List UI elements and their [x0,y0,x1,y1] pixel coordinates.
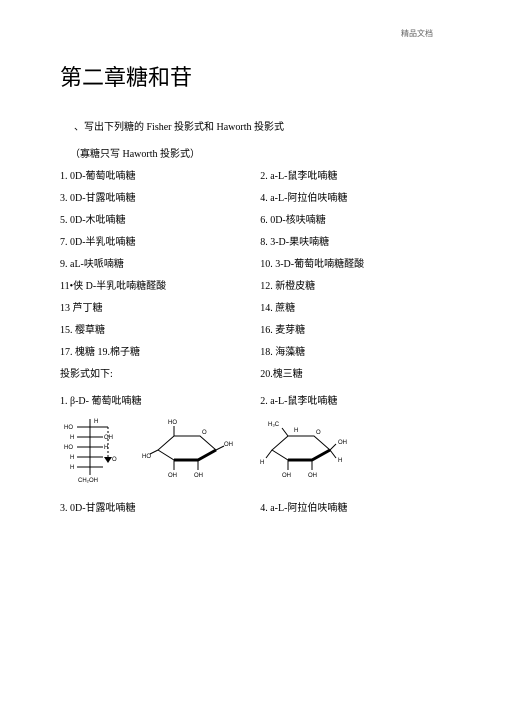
answer-label: 1. β-D- 葡萄吡喃糖 [60,392,260,407]
question-list: 1. 0D-葡萄吡喃糖 2. a-L-鼠李吡喃糖 3. 0D-甘露吡喃糖 4. … [60,172,445,370]
projection-label: 投影式如下: [60,370,260,380]
svg-text:H: H [260,460,264,466]
instruction-line: 、写出下列糖的 Fisher 投影式和 Haworth 投影式 [60,118,445,133]
watermark-text: 精品文档 [401,28,433,39]
answer-row: 1. β-D- 葡萄吡喃糖 2. a-L-鼠李吡喃糖 [60,392,445,407]
list-item: 9. aL-呋哌喃糖 [60,260,260,270]
svg-text:H: H [338,458,342,464]
svg-text:O: O [202,430,207,436]
page-content: 第二章糖和苷 、写出下列糖的 Fisher 投影式和 Haworth 投影式 （… [0,0,505,554]
svg-text:HO: HO [142,454,151,460]
haworth-pyranose-icon: HO O OH HO OH OH [140,416,236,482]
haworth-rhamnose-icon: H₃C O H OH H H OH OH [254,416,350,482]
svg-text:H: H [70,465,74,471]
list-item: 3. 0D-甘露吡喃糖 [60,194,260,204]
svg-text:O: O [316,430,321,436]
svg-text:OH: OH [194,473,203,479]
list-item: 4. a-L-阿拉伯呋喃糖 [260,194,445,204]
list-item: 1. 0D-葡萄吡喃糖 [60,172,260,182]
chapter-title: 第二章糖和苷 [60,60,445,92]
svg-text:OH: OH [168,473,177,479]
fischer-projection-icon: HOH HOH HOH HO H CH₂OH [60,413,122,485]
svg-text:OH: OH [224,442,233,448]
list-item: 13 芦丁糖 [60,304,260,314]
list-item: 2. a-L-鼠李吡喃糖 [260,172,445,182]
list-item: 14. 蔗糖 [260,304,445,314]
list-item: 10. 3-D-葡萄吡喃糖醛酸 [260,260,445,270]
list-item: 6. 0D-核呋喃糖 [260,216,445,226]
list-item: 11•侠 D-半乳吡喃糖醛酸 [60,282,260,292]
list-item: 18. 海藻糖 [260,348,445,358]
svg-text:OH: OH [282,473,291,479]
list-item: 15. 樱草糖 [60,326,260,336]
svg-text:H: H [294,428,298,434]
svg-text:HO: HO [64,425,73,431]
list-item: 17. 槐糖 19.棉子糖 [60,348,260,358]
svg-text:H: H [104,445,108,451]
answer-label: 3. 0D-甘露吡喃糖 [60,499,260,514]
svg-text:H: H [94,419,98,425]
list-item: 20.槐三糖 [260,370,445,380]
svg-text:HO: HO [168,420,177,426]
svg-text:OH: OH [104,435,113,441]
answer-label: 2. a-L-鼠李吡喃糖 [260,392,445,407]
list-item: 16. 麦芽糖 [260,326,445,336]
svg-text:O: O [112,457,117,463]
svg-text:HO: HO [64,445,73,451]
sub-instruction-line: （寡糖只写 Haworth 投影式） [60,145,445,160]
answer-row: 3. 0D-甘露吡喃糖 4. a-L-阿拉伯呋喃糖 [60,499,445,514]
svg-text:OH: OH [308,473,317,479]
list-item: 12. 新橙皮糖 [260,282,445,292]
chemical-figures: HOH HOH HOH HO H CH₂OH HO O O [60,413,445,485]
svg-text:H: H [70,435,74,441]
projection-row: 投影式如下: 20.槐三糖 [60,370,445,392]
answer-label: 4. a-L-阿拉伯呋喃糖 [260,499,445,514]
svg-text:H: H [70,455,74,461]
list-item: 5. 0D-木吡喃糖 [60,216,260,226]
list-item: 8. 3-D-果呋喃糖 [260,238,445,248]
svg-text:OH: OH [338,440,347,446]
svg-text:H₃C: H₃C [268,422,280,428]
list-item: 7. 0D-半乳吡喃糖 [60,238,260,248]
svg-text:CH₂OH: CH₂OH [78,478,98,484]
